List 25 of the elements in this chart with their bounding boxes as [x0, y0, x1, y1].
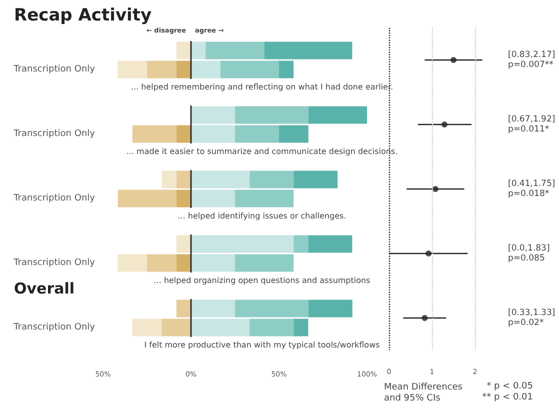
- point: [426, 250, 432, 256]
- point: [422, 315, 428, 321]
- text: [0.41,1.75] p=0.018*: [508, 179, 556, 199]
- y-tick-label: Transcription Only: [12, 129, 96, 139]
- annotation: I felt more productive than with my typical tools/workflows: [144, 340, 380, 350]
- text: [0.0,1.83] p=0.085: [508, 244, 550, 264]
- annotation: ... helped identifying issues or challenges.: [178, 212, 346, 220]
- text: [0.83,2.17] p=0.007**: [508, 50, 556, 70]
- point: [450, 57, 456, 63]
- annotation: ... helped organizing open questions and assumptions: [154, 276, 370, 285]
- x-axis-title: Mean Differences and 95% CIs: [384, 382, 463, 404]
- text: [0.33,1.33] p=0.02*: [508, 308, 556, 328]
- text: Overall: [14, 280, 75, 298]
- annotation: ... made it easier to summarize and communicate design decisions.: [126, 147, 398, 156]
- point: [441, 122, 448, 128]
- text: * p < 0.05: [486, 382, 533, 392]
- y-tick-label: Transcription Only: [12, 258, 96, 268]
- y-tick-label: Transcription Only: [12, 194, 96, 204]
- y-tick-label: Transcription Only: [12, 64, 96, 74]
- text: ** p < 0.01: [482, 392, 533, 402]
- point: [432, 186, 438, 192]
- chart-title: Recap Activity: [14, 6, 152, 26]
- y-tick-label: Transcription Only: [12, 322, 96, 332]
- text: [0.67,1.92] p=0.011*: [508, 114, 556, 134]
- annotation: ... helped remembering and reflecting on what I had done earlier.: [130, 82, 394, 92]
